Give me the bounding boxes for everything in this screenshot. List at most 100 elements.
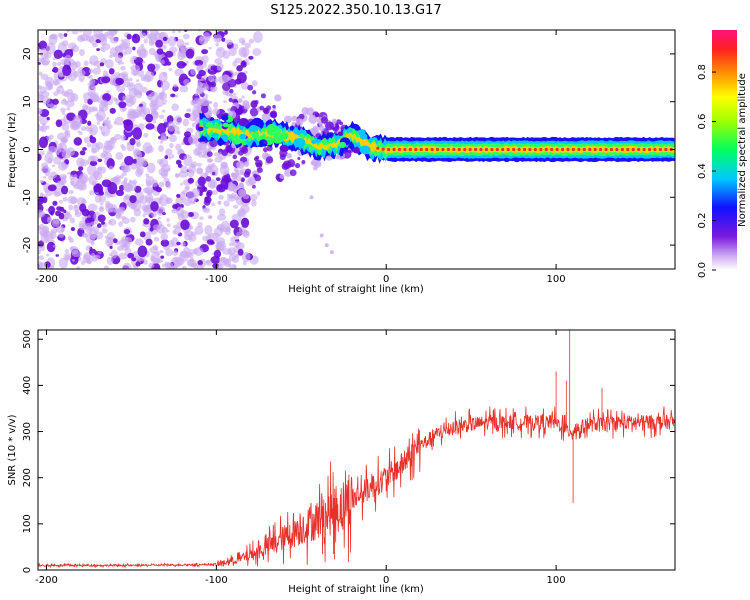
spectrogram-point xyxy=(244,42,252,49)
spectrogram-point xyxy=(93,108,99,112)
spectrogram-point xyxy=(82,30,92,38)
spectral-band-core-dot xyxy=(647,147,652,152)
spectrogram-point xyxy=(40,98,44,103)
spectrogram-point xyxy=(53,156,62,165)
spectral-band-blob xyxy=(358,129,366,136)
spectrogram-point xyxy=(184,112,191,118)
spectrogram-point xyxy=(243,103,251,110)
spectral-band-blob xyxy=(279,132,289,140)
spectrogram-point xyxy=(39,179,45,184)
spectrogram-point xyxy=(74,211,82,218)
spectrogram-point xyxy=(140,43,145,48)
spectrogram-point xyxy=(198,141,207,151)
colorbar-tick-label: 0.4 xyxy=(697,163,708,179)
spectrogram-point xyxy=(157,217,162,220)
spectrogram-point xyxy=(218,48,222,52)
spectrogram-xtick-label: 100 xyxy=(547,274,566,285)
spectrogram-point xyxy=(98,195,106,203)
spectral-band-core-dot xyxy=(473,147,478,152)
spectrogram-point xyxy=(279,153,286,161)
spectral-band-core-dot xyxy=(452,147,456,152)
spectrogram-point xyxy=(221,82,231,91)
spectrogram-point xyxy=(72,115,83,128)
spectrogram-point xyxy=(241,95,245,99)
spectrogram-point xyxy=(47,184,57,192)
spectrogram-point xyxy=(54,80,61,86)
spectrogram-point xyxy=(226,227,231,232)
spectral-band-core-dot xyxy=(387,147,391,152)
spectrogram-point xyxy=(176,241,181,246)
spectrogram-point xyxy=(159,197,164,201)
spectrogram-point xyxy=(70,196,77,205)
spectrogram-point xyxy=(161,109,166,113)
spectrogram-point xyxy=(190,99,196,106)
spectral-band-blob xyxy=(266,127,277,136)
spectrogram-point xyxy=(148,32,158,41)
spectrogram-point xyxy=(180,165,188,174)
spectrogram-point xyxy=(122,119,133,126)
spectrogram-point xyxy=(45,125,50,130)
spectrogram-point xyxy=(81,232,89,238)
spectrogram-point xyxy=(236,65,243,72)
spectrogram-point xyxy=(324,243,329,248)
spectrogram-point xyxy=(63,33,68,37)
spectrogram-point xyxy=(173,83,178,88)
spectrogram-point xyxy=(133,56,137,60)
spectral-band-blob xyxy=(211,132,219,139)
spectrogram-point xyxy=(51,219,60,227)
spectrogram-point xyxy=(71,259,76,262)
spectrogram-point xyxy=(196,167,204,175)
spectrogram-point xyxy=(329,250,334,255)
spectrogram-point xyxy=(58,200,64,204)
snr-xtick-label: 100 xyxy=(547,575,566,586)
spectrogram-point xyxy=(114,98,118,102)
spectral-band-blob xyxy=(241,140,247,146)
spectrogram-point xyxy=(38,209,43,215)
spectrogram-point xyxy=(190,68,196,76)
snr-frame xyxy=(37,329,676,571)
spectral-band-core-dot xyxy=(566,147,570,152)
spectrogram-point xyxy=(236,231,241,237)
spectrogram-point xyxy=(202,32,211,42)
spectrogram-point xyxy=(60,185,69,195)
spectrogram-point xyxy=(89,160,98,166)
spectrogram-point xyxy=(41,162,49,169)
spectrogram-point xyxy=(120,71,129,78)
spectral-band-core-dot xyxy=(664,147,668,152)
spectrogram-point xyxy=(101,43,111,51)
colorbar-tick-label: 0.0 xyxy=(697,262,708,278)
spectrogram-point xyxy=(44,76,55,88)
spectrogram-point xyxy=(193,247,204,256)
spectrogram-point xyxy=(73,204,78,209)
spectrogram-point xyxy=(104,265,109,269)
spectrogram-point xyxy=(139,231,146,238)
spectrogram-point xyxy=(181,190,188,195)
spectrogram-point xyxy=(160,132,167,141)
spectrogram-point xyxy=(133,82,144,95)
spectrogram-point xyxy=(67,171,71,175)
spectrogram-point xyxy=(76,157,85,167)
spectrogram-point xyxy=(131,69,139,76)
spectrogram-point xyxy=(211,190,218,196)
spectrogram-point xyxy=(60,99,68,105)
spectrogram-point xyxy=(62,175,67,179)
spectrogram-point xyxy=(174,115,182,125)
spectrogram-point xyxy=(223,100,227,104)
spectral-band-core-dot xyxy=(637,147,641,152)
spectrogram-point xyxy=(213,249,222,259)
spectrogram-point xyxy=(215,42,219,47)
spectrogram-point xyxy=(199,216,204,220)
spectrogram-point xyxy=(234,254,240,259)
spectrogram-point xyxy=(160,239,170,247)
spectrogram-point xyxy=(70,92,79,102)
spectral-band-blob xyxy=(222,122,229,128)
spectrogram-point xyxy=(71,45,80,53)
spectrogram-point xyxy=(62,64,72,76)
spectrogram-point xyxy=(52,200,58,206)
spectrogram-point xyxy=(174,94,179,98)
spectrogram-point xyxy=(160,169,169,179)
spectrogram-point xyxy=(38,198,44,205)
spectrogram-point xyxy=(274,94,282,102)
